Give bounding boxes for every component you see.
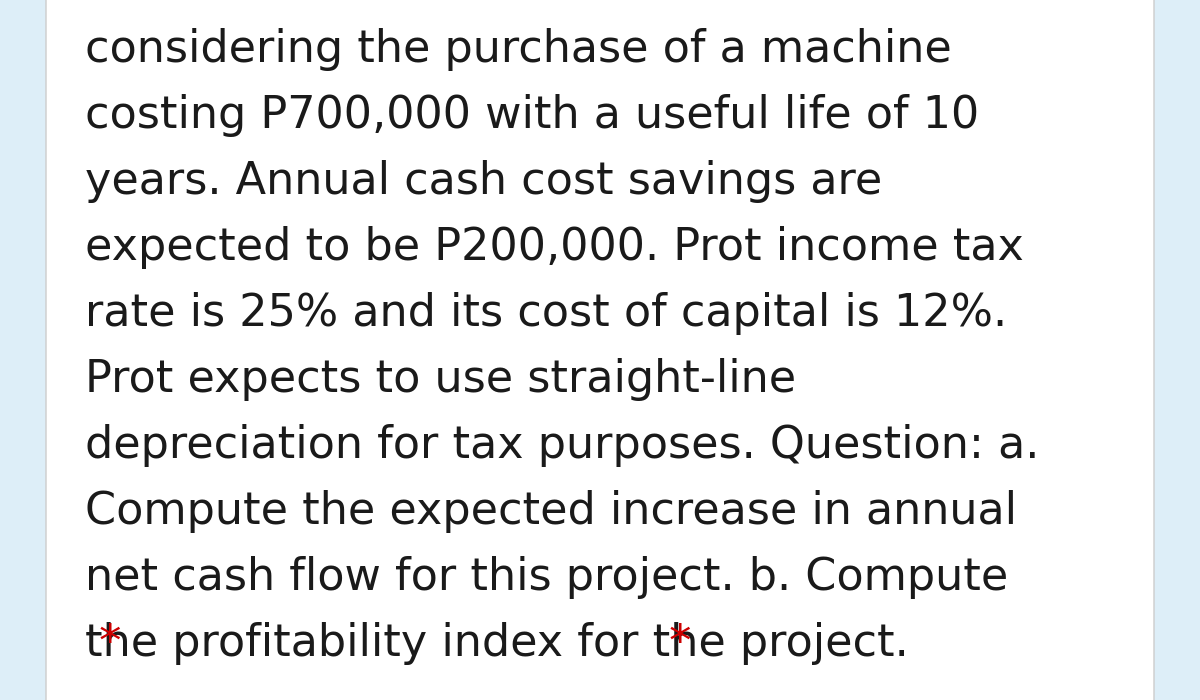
Text: years. Annual cash cost savings are: years. Annual cash cost savings are bbox=[85, 160, 882, 203]
Text: considering the purchase of a machine: considering the purchase of a machine bbox=[85, 28, 952, 71]
Text: Compute the expected increase in annual: Compute the expected increase in annual bbox=[85, 490, 1018, 533]
Text: *: * bbox=[655, 622, 691, 665]
Text: depreciation for tax purposes. Question: a.: depreciation for tax purposes. Question:… bbox=[85, 424, 1039, 467]
Text: expected to be P200,000. Prot income tax: expected to be P200,000. Prot income tax bbox=[85, 226, 1024, 269]
Text: costing P700,000 with a useful life of 10: costing P700,000 with a useful life of 1… bbox=[85, 94, 979, 137]
Text: net cash flow for this project. b. Compute: net cash flow for this project. b. Compu… bbox=[85, 556, 1008, 599]
Text: Prot expects to use straight-line: Prot expects to use straight-line bbox=[85, 358, 796, 401]
Text: rate is 25% and its cost of capital is 12%.: rate is 25% and its cost of capital is 1… bbox=[85, 292, 1007, 335]
Text: *: * bbox=[85, 622, 121, 665]
Text: the profitability index for the project.: the profitability index for the project. bbox=[85, 622, 908, 665]
FancyBboxPatch shape bbox=[46, 0, 1154, 700]
